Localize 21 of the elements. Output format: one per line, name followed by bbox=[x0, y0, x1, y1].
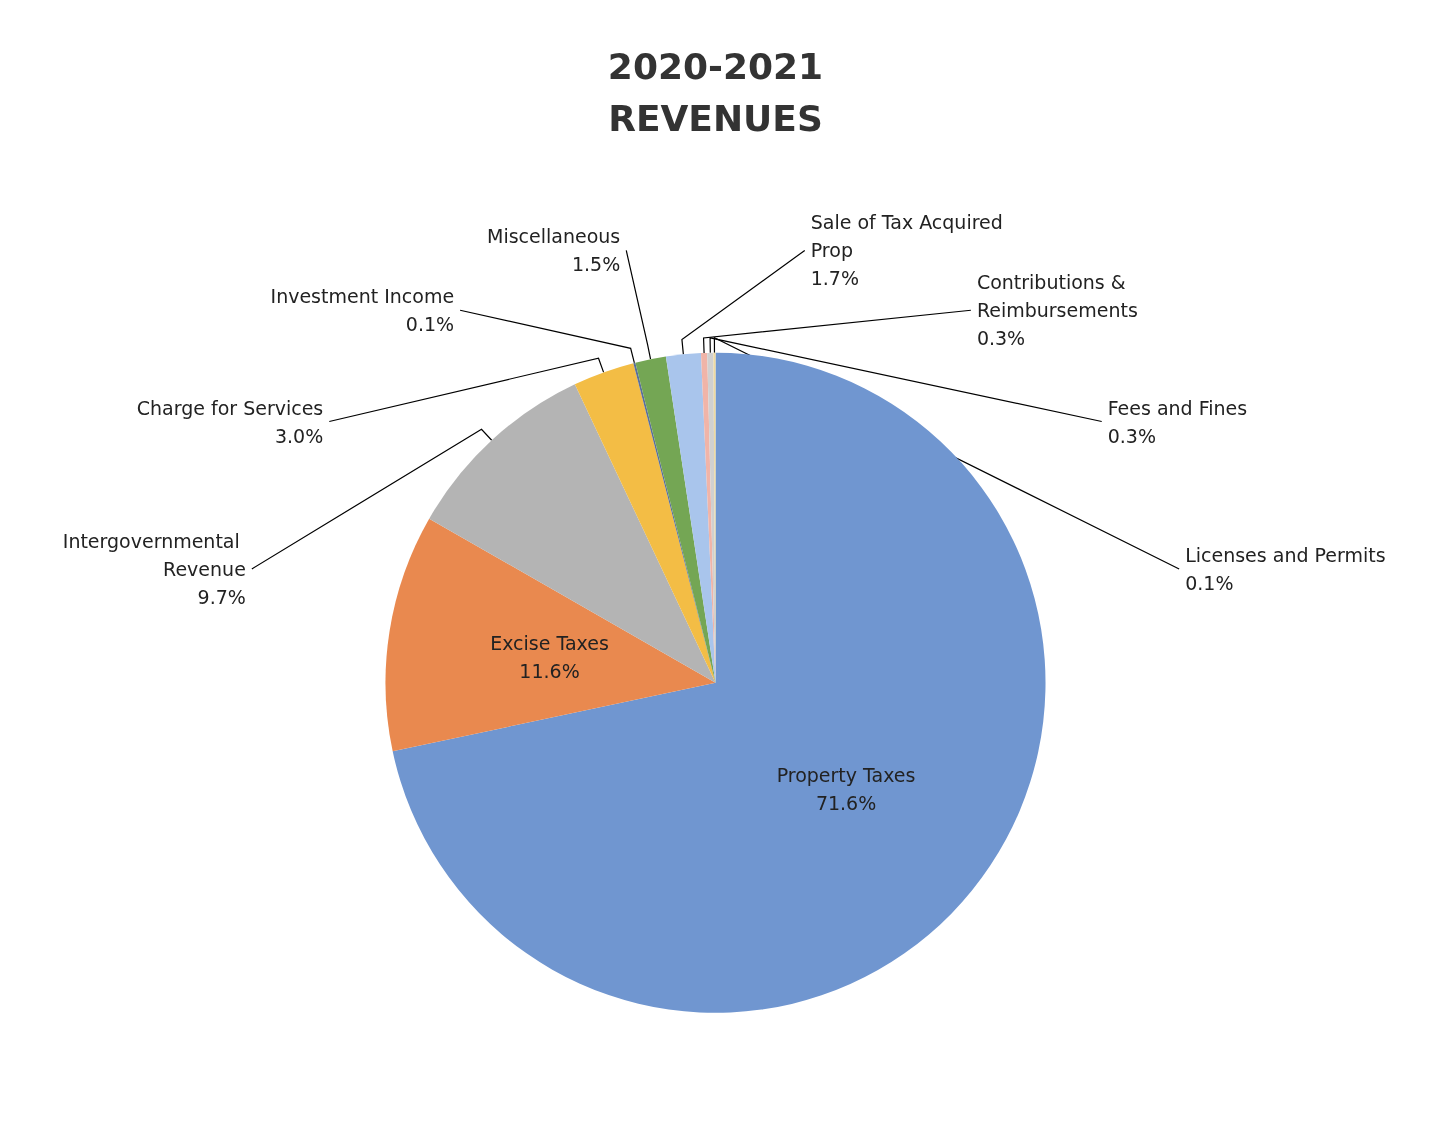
slice-label: Sale of Tax Acquired Prop bbox=[810, 211, 1009, 262]
slice-label: Miscellaneous bbox=[487, 225, 621, 248]
slice-label: Fees and Fines bbox=[1107, 396, 1248, 419]
data-label: 0.1% bbox=[1185, 571, 1234, 594]
slice-label: Contributions & Reimbursements bbox=[976, 271, 1138, 322]
data-label: 0.3% bbox=[1107, 424, 1156, 447]
slice-label: Excise Taxes bbox=[490, 631, 609, 654]
slice-label: Licenses and Permits bbox=[1185, 543, 1386, 566]
data-label: 9.7% bbox=[197, 585, 246, 608]
data-label: 3.0% bbox=[275, 424, 324, 447]
slice-label: Property Taxes bbox=[776, 763, 916, 786]
slice-label: Intergovernmental Revenue bbox=[62, 529, 246, 580]
chart-title: 2020-2021 REVENUES bbox=[607, 45, 824, 139]
data-label: 71.6% bbox=[815, 791, 877, 814]
data-label: 1.7% bbox=[810, 267, 860, 290]
data-label: 11.6% bbox=[519, 659, 580, 682]
data-label: 1.5% bbox=[571, 253, 621, 276]
data-label: 0.3% bbox=[976, 327, 1026, 350]
slice-label: Investment Income bbox=[270, 285, 455, 308]
data-label: 0.1% bbox=[405, 313, 455, 336]
slice-label: Charge for Services bbox=[136, 396, 324, 419]
